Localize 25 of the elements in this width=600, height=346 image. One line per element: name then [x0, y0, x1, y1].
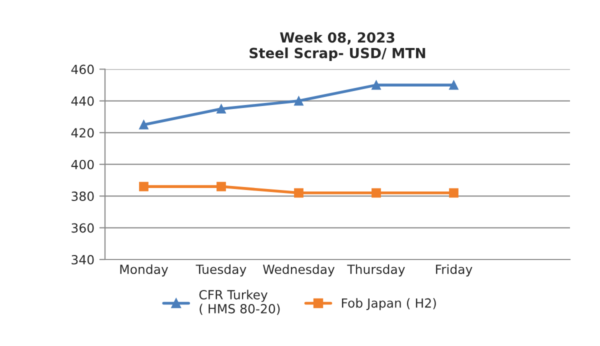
x-tick-label: Thursday: [347, 264, 405, 276]
x-tick-label: Monday: [120, 264, 168, 276]
chart-title: Week 08, 2023 Steel Scrap- USD/ MTN: [250, 32, 426, 61]
y-tick-label: 460: [71, 64, 94, 74]
point: [372, 80, 381, 90]
x-tick-label: Friday: [436, 264, 472, 276]
x-tick-label: Tuesday: [196, 264, 246, 276]
y-tick-label: 420: [71, 128, 94, 138]
y-tick-label: 400: [71, 160, 94, 170]
y-tick-label: 340: [72, 254, 94, 264]
legend-label: Fob Japan ( H2): [342, 298, 436, 310]
y-tick-label: 440: [71, 96, 94, 106]
x-tick-label: Wednesday: [262, 264, 335, 276]
point: [139, 120, 148, 130]
legend-label: CFR Turkey ( HMS 80-20): [199, 290, 280, 315]
y-tick-label: 360: [72, 223, 94, 233]
point: [216, 104, 226, 114]
point: [139, 182, 148, 192]
point: [294, 188, 304, 198]
point: [449, 80, 458, 90]
point: [216, 182, 226, 192]
y-tick-label: 380: [72, 192, 94, 201]
point: [372, 188, 381, 198]
point: [449, 188, 458, 198]
point: [294, 96, 304, 106]
